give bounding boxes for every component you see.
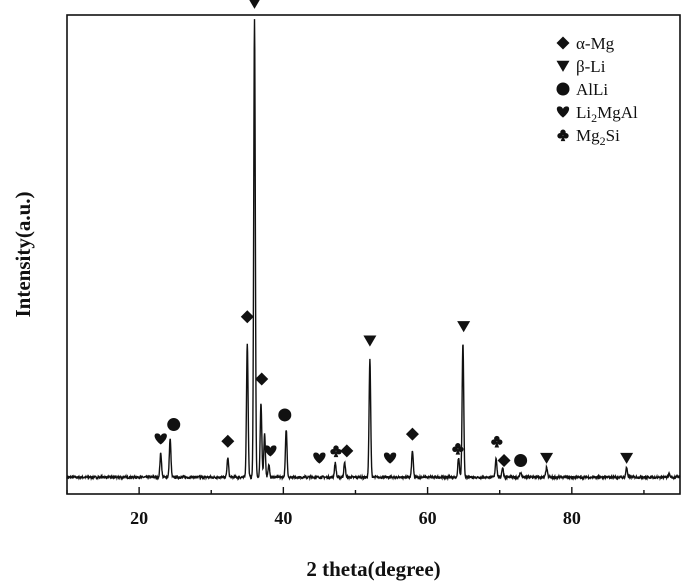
club-marker [330,445,342,458]
club-marker [557,129,569,142]
legend-label: α-Mg [576,34,615,53]
x-tick-label: 80 [563,508,581,528]
legend-item: AlLi [556,80,608,99]
triangle-down-marker [556,60,570,72]
heart-marker [154,433,167,445]
legend-label: Mg2Si [576,126,620,148]
heart-marker [313,452,326,464]
triangle-down-marker [540,452,554,464]
diamond-marker [556,36,570,50]
x-tick-label: 20 [130,508,148,528]
legend-label: β-Li [576,57,606,76]
circle-marker [556,82,570,96]
phase-markers [154,0,634,467]
heart-marker [556,106,570,118]
club-marker [491,435,503,448]
legend-item: α-Mg [556,34,615,53]
heart-marker [264,445,277,457]
circle-marker [278,408,292,422]
xrd-pattern-line [66,19,681,482]
diamond-marker [221,434,235,448]
diamond-marker [405,427,419,441]
circle-marker [514,453,528,467]
x-tick-label: 40 [274,508,292,528]
diamond-marker [255,372,269,386]
triangle-down-marker [620,452,634,464]
legend-item: β-Li [556,57,606,76]
heart-marker [383,452,397,464]
circle-marker [167,418,181,432]
triangle-down-marker [457,321,471,333]
diamond-marker [340,444,354,458]
club-marker [452,443,464,455]
x-axis-ticks: 20 40 60 80 [66,487,645,528]
diamond-marker [497,453,511,467]
plot-frame [66,14,681,495]
triangle-down-marker [363,335,377,347]
diamond-marker [240,310,254,324]
legend-label: AlLi [576,80,608,99]
y-axis-title: Intensity(a.u.) [11,191,35,317]
legend-item: Mg2Si [557,126,620,148]
legend-label: Li2MgAl [576,103,638,125]
x-axis-title: 2 theta(degree) [306,557,440,581]
x-tick-label: 60 [419,508,437,528]
legend-item: Li2MgAl [556,103,638,125]
triangle-down-marker [249,0,260,9]
